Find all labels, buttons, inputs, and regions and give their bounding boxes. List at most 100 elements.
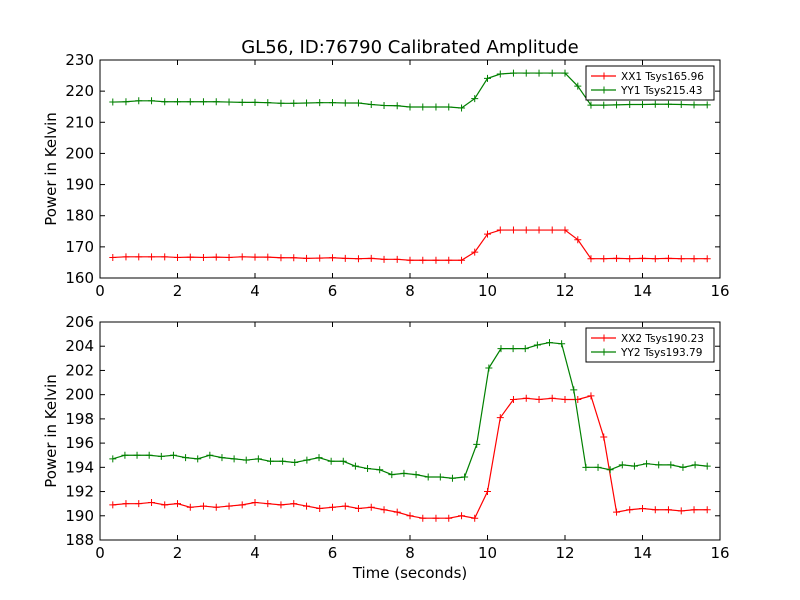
data-point (316, 254, 324, 262)
data-point (522, 69, 530, 77)
data-point (339, 457, 347, 465)
chart-panel-2: 0 2 4 6 8 10 12 14 16 188 190 192 194 196 198 200 202 204… (42, 313, 730, 582)
legend: XX2 Tsys190.23 YY2 Tsys193.79 (585, 327, 715, 363)
y-tick-label: 210 (65, 113, 94, 131)
data-point (135, 253, 143, 261)
y-tick-label: 194 (65, 458, 94, 476)
data-point (548, 226, 556, 234)
data-point (639, 101, 646, 109)
data-point (169, 451, 177, 459)
data-point (291, 458, 299, 466)
data-point (388, 471, 396, 479)
data-point (496, 70, 504, 78)
data-point (613, 508, 621, 516)
data-point (341, 502, 349, 510)
data-point (109, 98, 117, 106)
data-point (587, 255, 595, 263)
data-point (316, 99, 324, 107)
data-point (186, 503, 194, 511)
x-tick-label: 10 (478, 282, 497, 300)
y-tick-label: 190 (65, 176, 94, 194)
data-point (521, 345, 529, 353)
data-point (251, 98, 259, 106)
data-point (238, 501, 246, 509)
data-point (393, 255, 401, 263)
data-point (600, 433, 608, 441)
data-point (535, 69, 543, 77)
y-tick-label: 180 (65, 207, 94, 225)
data-point (186, 253, 194, 261)
data-point (473, 440, 481, 448)
data-point (677, 507, 685, 515)
data-point (419, 256, 427, 264)
chart-panel-1: 0 2 4 6 8 10 12 14 16 160 170 180 190 200 210 220 230 Pow… (42, 51, 730, 300)
data-point (664, 254, 672, 262)
data-point (561, 396, 569, 404)
data-point (471, 248, 479, 256)
legend-label: XX2 Tsys190.23 (621, 333, 704, 345)
data-point (626, 255, 634, 263)
y-tick-label: 188 (65, 531, 94, 549)
data-point (458, 256, 466, 264)
legend-item: YY2 Tsys193.79 (591, 347, 702, 359)
data-point (639, 505, 646, 513)
data-point (690, 101, 698, 109)
data-point (651, 506, 659, 514)
data-point (277, 254, 285, 262)
data-point (679, 463, 687, 471)
y-tick-label: 200 (65, 144, 94, 162)
data-point (277, 501, 285, 509)
data-point (626, 506, 634, 514)
data-point (354, 255, 362, 263)
data-point (509, 226, 517, 234)
data-point (161, 253, 169, 261)
series-1 (109, 392, 711, 522)
data-point (122, 500, 130, 508)
x-tick-label: 12 (555, 544, 574, 562)
data-point (496, 226, 504, 234)
data-point (376, 466, 384, 474)
data-point (327, 457, 335, 465)
x-tick-label: 8 (405, 282, 415, 300)
data-point (194, 455, 202, 463)
data-point (606, 466, 614, 474)
data-point (393, 508, 401, 516)
data-point (400, 469, 408, 477)
data-point (558, 340, 566, 348)
data-point (199, 98, 207, 106)
data-point (561, 226, 569, 234)
data-point (303, 99, 311, 107)
data-point (266, 457, 274, 465)
data-point (329, 99, 336, 107)
data-point (509, 345, 517, 353)
data-point (703, 101, 711, 109)
data-point (703, 255, 711, 263)
data-point (230, 455, 238, 463)
data-point (406, 512, 414, 520)
data-point (690, 255, 698, 263)
data-point (199, 502, 207, 510)
data-point (655, 461, 663, 469)
data-point (264, 99, 272, 107)
data-point (212, 98, 220, 106)
data-point (458, 104, 466, 112)
x-tick-label: 14 (633, 544, 652, 562)
data-point (290, 99, 298, 107)
x-tick-label: 2 (173, 544, 183, 562)
x-tick-label: 6 (328, 282, 338, 300)
data-point (206, 451, 214, 459)
data-point (535, 396, 543, 404)
data-point (341, 99, 349, 107)
data-point (315, 454, 323, 462)
legend-box (585, 65, 715, 101)
data-point (458, 512, 466, 520)
data-point (448, 474, 456, 482)
data-point (133, 451, 141, 459)
data-point (279, 457, 287, 465)
data-point (380, 506, 388, 514)
x-tick-label: 8 (405, 544, 415, 562)
data-point (630, 462, 638, 470)
x-tick-label: 16 (710, 282, 729, 300)
data-point (651, 100, 659, 108)
legend-item: XX2 Tsys190.23 (591, 333, 704, 345)
